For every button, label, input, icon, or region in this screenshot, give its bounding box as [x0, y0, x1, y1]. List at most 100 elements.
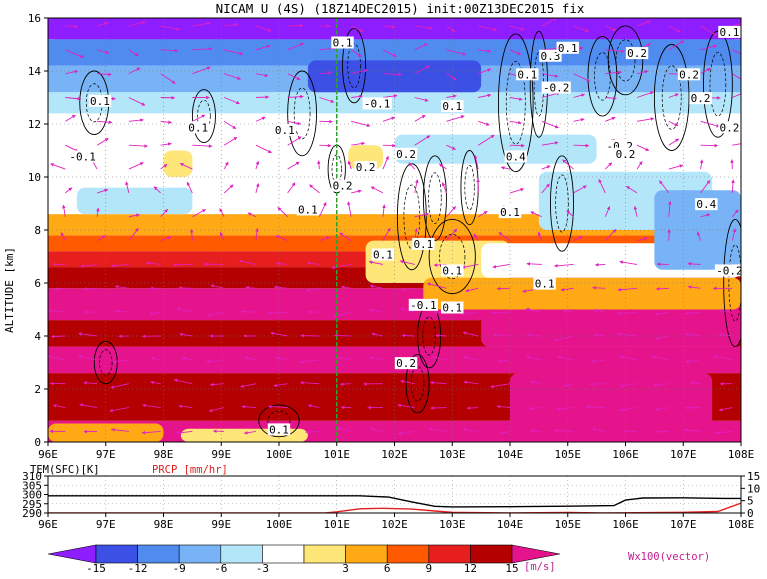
x-tick-label: 105E — [555, 448, 582, 461]
contour-label: 0.1 — [720, 26, 740, 39]
u-patch — [164, 151, 193, 178]
contour-label: -0.2 — [716, 264, 743, 277]
wind-vector — [701, 145, 718, 146]
surface-x-tick-label: 106E — [612, 518, 639, 531]
y-tick-label: 16 — [28, 12, 41, 25]
colorbar-min-arrow — [48, 545, 96, 563]
wind-vector — [256, 97, 269, 98]
contour-label: 0.1 — [269, 423, 289, 436]
y-tick-label: 4 — [34, 330, 41, 343]
colorbar-box — [179, 545, 221, 563]
y-tick-label: 6 — [34, 277, 41, 290]
contour-label: 0.1 — [333, 37, 353, 50]
contour-label: 0.1 — [413, 238, 433, 251]
contour-label: 0.2 — [679, 68, 699, 81]
wind-vector — [431, 408, 447, 409]
u-patch — [48, 18, 741, 39]
contour-label: 0.2 — [333, 180, 353, 193]
surface-right-tick-label: 10 — [747, 482, 760, 495]
colorbar-label: 3 — [342, 562, 349, 575]
surface-x-tick-label: 99E — [211, 518, 231, 531]
surface-x-tick-label: 105E — [555, 518, 582, 531]
x-tick-label: 108E — [728, 448, 755, 461]
colorbar-label: 15 — [505, 562, 518, 575]
colorbar-box — [304, 545, 346, 563]
colorbar-box — [346, 545, 388, 563]
x-tick-label: 100E — [266, 448, 293, 461]
surface-x-tick-label: 108E — [728, 518, 755, 531]
contour-label: 0.2 — [627, 47, 647, 60]
contour-label: 0.1 — [373, 249, 393, 262]
y-tick-label: 12 — [28, 118, 41, 131]
x-tick-label: 98E — [154, 448, 174, 461]
colorbar-box — [221, 545, 263, 563]
wind-vector — [467, 408, 478, 409]
contour-label: 0.2 — [356, 161, 376, 174]
contour-label: 0.1 — [188, 121, 208, 134]
x-tick-label: 106E — [612, 448, 639, 461]
colorbar-box — [138, 545, 180, 563]
contour-label: 0.1 — [298, 203, 318, 216]
x-tick-label: 99E — [211, 448, 231, 461]
contour-label: 0.2 — [720, 121, 740, 134]
contour-label: -0.1 — [410, 299, 437, 312]
contour-label: -0.1 — [69, 150, 96, 163]
vector-legend-label: Wx100(vector) — [628, 551, 710, 563]
colorbar-label: -12 — [128, 562, 148, 575]
contour-label: 0.1 — [558, 42, 578, 55]
contour-label: 0.4 — [696, 198, 716, 211]
prcp-label: PRCP [mm/hr] — [152, 464, 228, 476]
contour-label: 0.1 — [90, 95, 110, 108]
u-patch — [308, 60, 481, 92]
x-tick-label: 107E — [670, 448, 697, 461]
surface-right-tick-label: 5 — [747, 495, 754, 508]
x-tick-label: 96E — [38, 448, 58, 461]
colorbar-unit: [m/s] — [524, 561, 556, 573]
u-patch — [77, 188, 193, 215]
surface-panel — [48, 476, 741, 513]
u-patch — [481, 315, 741, 347]
wind-vector — [492, 312, 510, 313]
colorbar-box — [96, 545, 138, 563]
x-tick-label: 104E — [497, 448, 524, 461]
chart-title: NICAM U (4S) (18Z14DEC2015) init:00Z13DE… — [216, 1, 585, 16]
colorbar-label: -6 — [214, 562, 227, 575]
wind-vector — [319, 145, 331, 146]
surface-x-tick-label: 103E — [439, 518, 466, 531]
surface-x-tick-label: 102E — [381, 518, 408, 531]
contour-label: -0.1 — [364, 97, 391, 110]
surface-x-tick-label: 100E — [266, 518, 293, 531]
wind-vector — [510, 145, 524, 146]
contour-label: -0.2 — [543, 82, 570, 95]
contour-label: 0.4 — [506, 150, 526, 163]
surface-plot-frame — [48, 476, 741, 513]
colorbar-label: -9 — [173, 562, 186, 575]
x-tick-label: 101E — [324, 448, 351, 461]
contour-label: 0.1 — [275, 124, 295, 137]
surface-x-tick-label: 98E — [154, 518, 174, 531]
wind-vector — [288, 25, 303, 26]
u-patch — [423, 278, 741, 310]
contour-label: 0.2 — [616, 148, 636, 161]
wind-vector — [334, 335, 351, 336]
x-tick-label: 103E — [439, 448, 466, 461]
surface-right-tick-label: 15 — [747, 470, 760, 483]
contour-label: 0.1 — [442, 264, 462, 277]
wind-vector — [383, 145, 396, 146]
surface-x-tick-label: 107E — [670, 518, 697, 531]
contour-label: 0.1 — [517, 68, 537, 81]
x-tick-label: 102E — [381, 448, 408, 461]
surface-x-tick-label: 96E — [38, 518, 58, 531]
u-patch — [510, 373, 712, 431]
colorbar-label: 6 — [384, 562, 391, 575]
colorbar-label: -3 — [256, 562, 269, 575]
contour-label: 0.1 — [535, 278, 555, 291]
colorbar-box — [470, 545, 512, 563]
colorbar-label: -15 — [86, 562, 106, 575]
contour-label: 0.1 — [442, 100, 462, 113]
y-tick-label: 8 — [34, 224, 41, 237]
wind-vector — [51, 336, 65, 337]
